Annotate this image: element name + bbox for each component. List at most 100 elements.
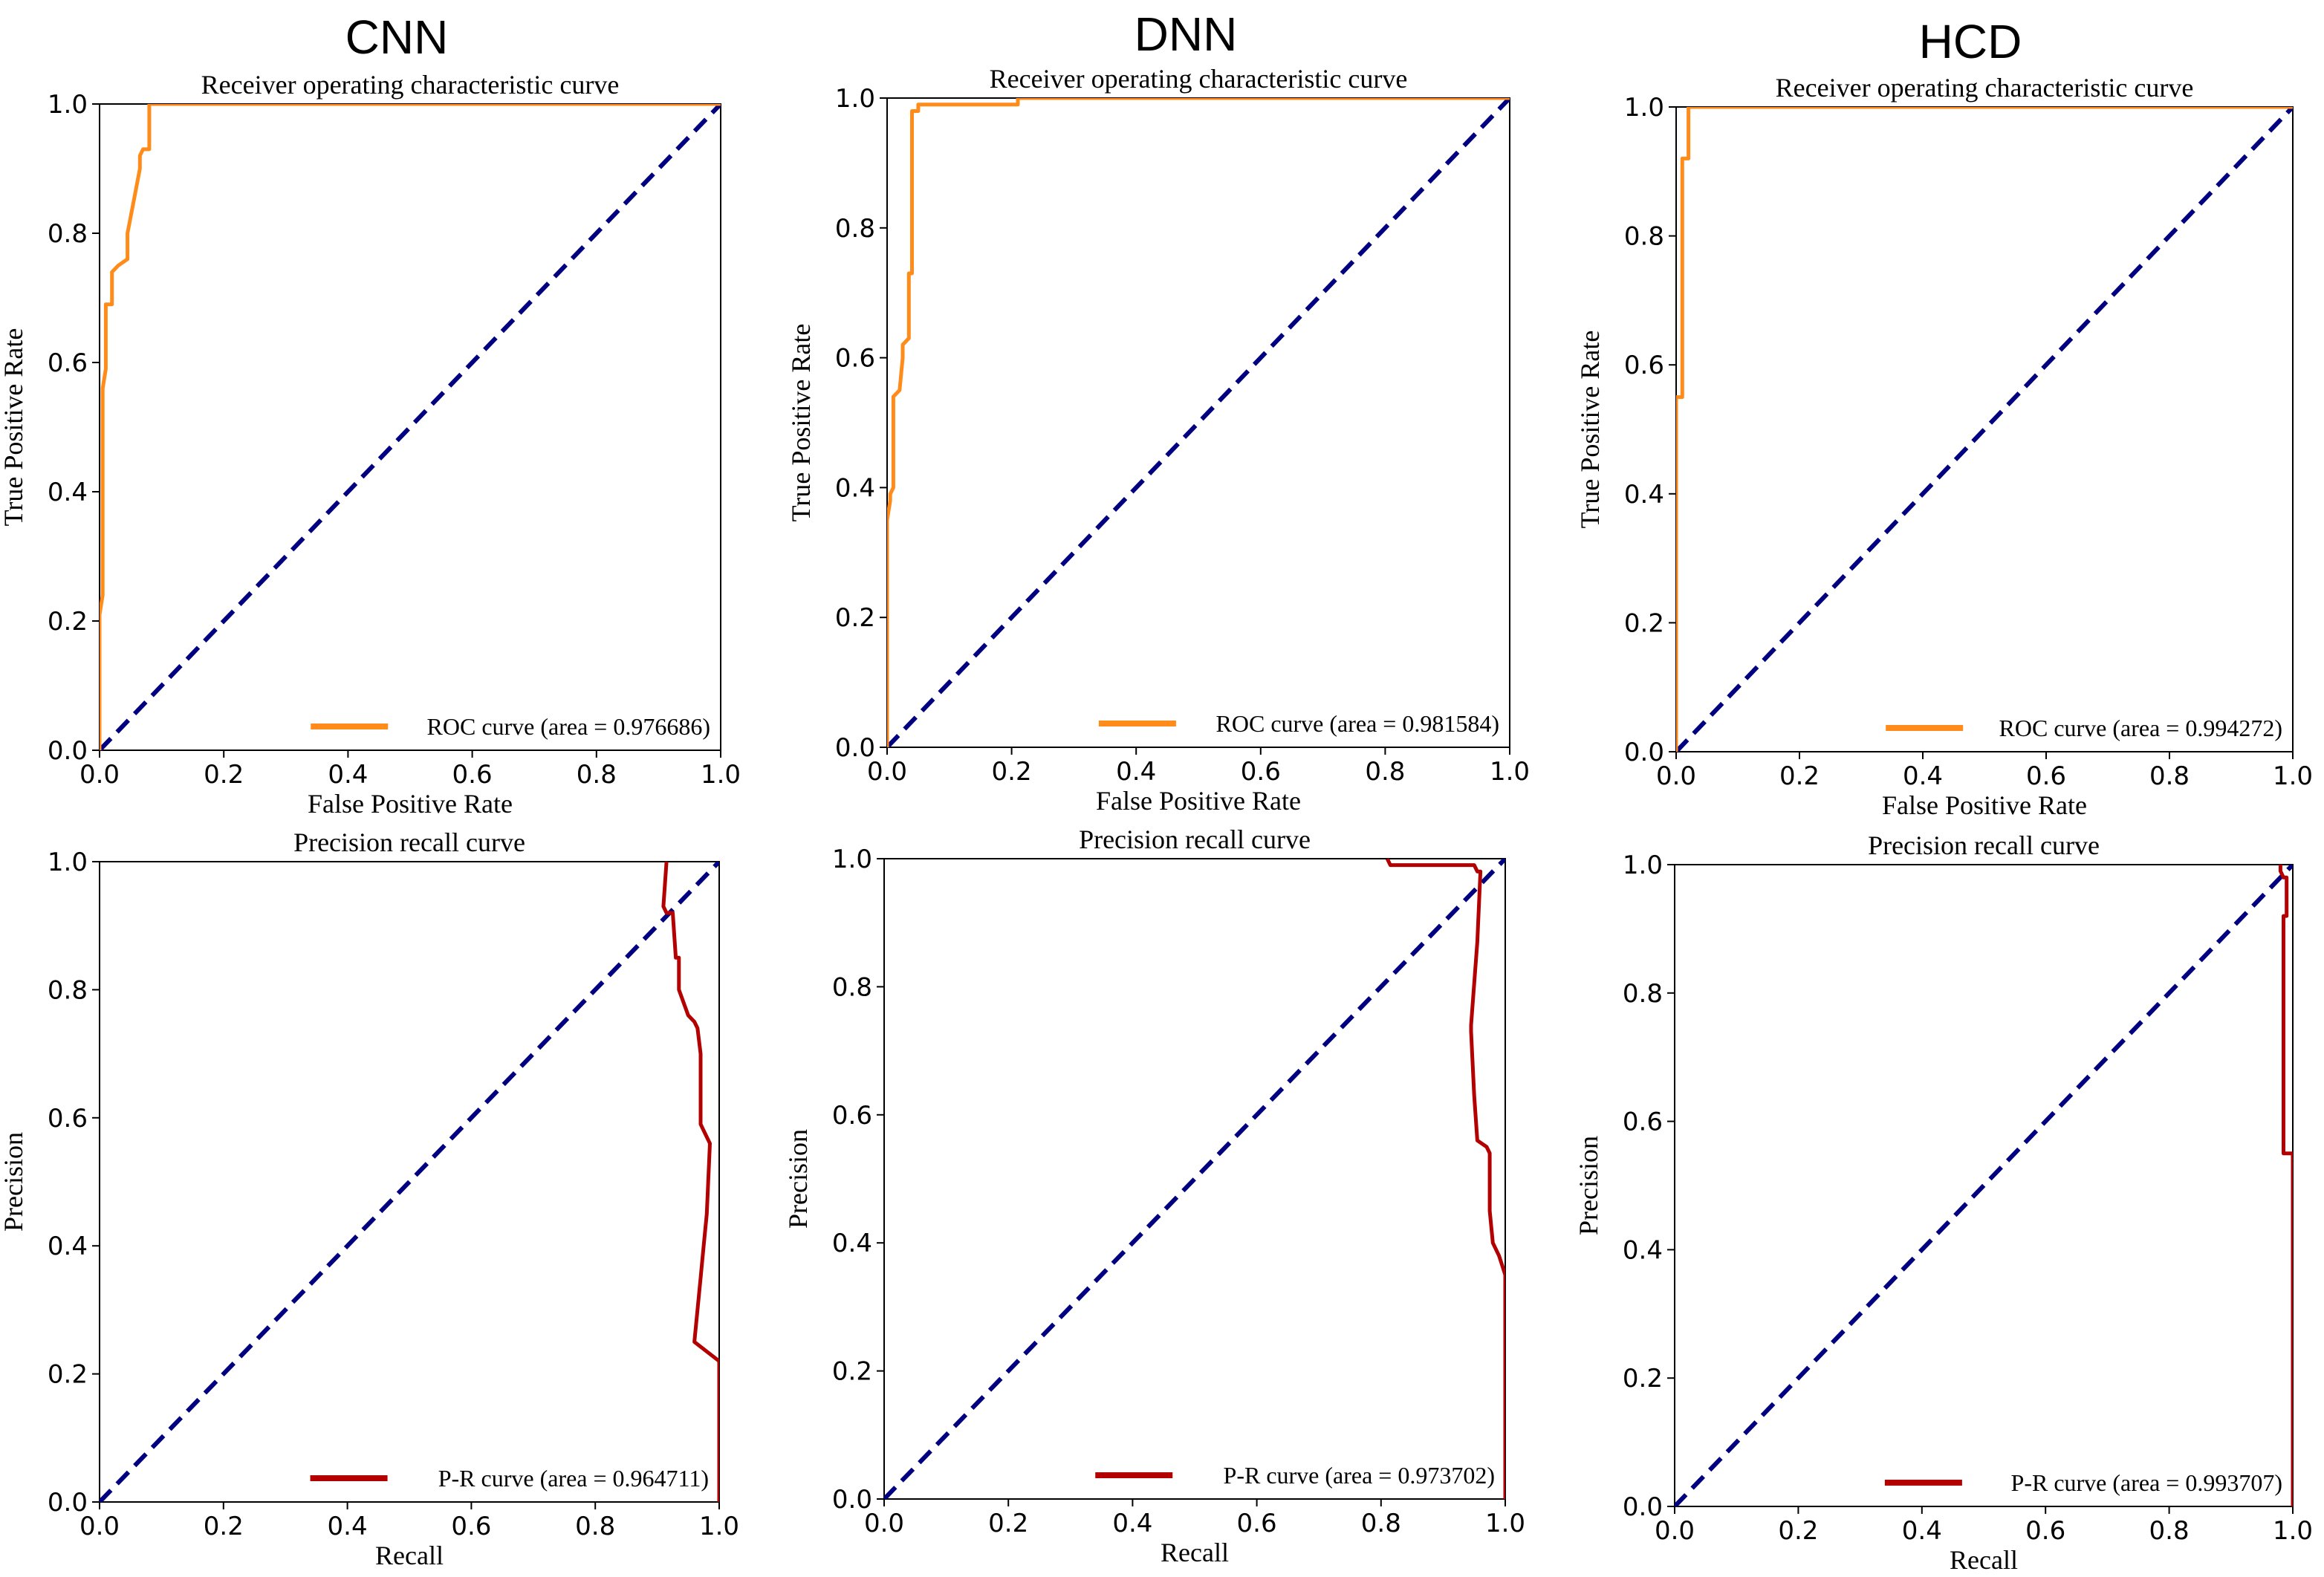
y-tick-label: 0.4 [832, 1229, 872, 1258]
y-tick-label: 1.0 [48, 848, 88, 877]
y-tick-label: 0.0 [1623, 1492, 1663, 1522]
x-tick-label: 0.6 [452, 760, 493, 790]
y-tick-label: 0.4 [48, 478, 88, 507]
legend-label: P-R curve (area = 0.993707) [2011, 1469, 2282, 1496]
y-tick-label: 0.2 [1623, 1364, 1663, 1394]
x-tick-label: 0.0 [79, 760, 120, 790]
x-tick-label: 0.2 [204, 760, 244, 790]
x-tick-label: 0.2 [1778, 1516, 1818, 1546]
pr-panel-cnn: Precision recall curve 0.0 0.2 0.4 0.6 0.8 1.0… [0, 827, 739, 1570]
x-axis-label: False Positive Rate [308, 789, 513, 819]
y-tick-label: 0.2 [1624, 608, 1664, 638]
legend-label: ROC curve (area = 0.994272) [1999, 715, 2282, 741]
x-axis-label: Recall [375, 1541, 444, 1570]
y-tick-label: 0.0 [832, 1485, 872, 1515]
y-axis-label: Precision [783, 1129, 813, 1229]
y-tick-label: 0.4 [1624, 480, 1664, 510]
plot-frame [99, 861, 720, 1503]
chart-panels: Receiver operating characteristic curve 0… [0, 64, 2313, 1575]
pr-curve-line [2278, 865, 2293, 1506]
column-title-dnn: DNN [1135, 7, 1238, 61]
x-tick-label: 1.0 [1485, 1509, 1525, 1538]
column-title-cnn: CNN [345, 10, 449, 64]
diagonal-reference-line [1676, 107, 2293, 752]
x-tick-label: 0.4 [1902, 1516, 1942, 1546]
column-title-hcd: HCD [1919, 15, 2022, 68]
pr-panel-hcd: Precision recall curve 0.0 0.2 0.4 0.6 0.8 1.0… [1574, 830, 2313, 1575]
x-tick-label: 0.8 [1361, 1509, 1401, 1538]
plot-title: Receiver operating characteristic curve [201, 70, 620, 100]
y-axis-label: Precision [0, 1132, 28, 1232]
y-tick-label: 0.6 [1623, 1108, 1663, 1137]
roc-panel-hcd: Receiver operating characteristic curve 0… [1575, 73, 2313, 820]
diagonal-reference-line [100, 862, 719, 1502]
x-tick-label: 0.4 [328, 760, 368, 790]
diagonal-reference-line [887, 98, 1510, 747]
pr-curve-line [1385, 859, 1505, 1499]
y-tick-label: 0.2 [48, 607, 88, 637]
y-tick-label: 0.6 [48, 1104, 88, 1134]
x-tick-label: 0.8 [575, 1512, 615, 1541]
roc-curve-line [1676, 107, 2293, 752]
y-tick-label: 0.4 [835, 473, 875, 503]
x-tick-label: 0.4 [328, 1512, 368, 1541]
x-tick-label: 1.0 [701, 760, 741, 790]
legend-label: ROC curve (area = 0.981584) [1216, 710, 1499, 737]
roc-curve-line [887, 98, 1510, 747]
x-tick-label: 0.2 [988, 1509, 1028, 1538]
x-tick-label: 0.0 [867, 757, 907, 787]
x-tick-label: 0.6 [451, 1512, 491, 1541]
roc-panel-dnn: Receiver operating characteristic curve 0… [786, 64, 1530, 816]
plot-title: Receiver operating characteristic curve [1776, 73, 2194, 103]
x-tick-label: 0.2 [992, 757, 1032, 787]
plot-frame [883, 858, 1506, 1500]
x-tick-label: 0.4 [1903, 761, 1943, 791]
x-axis-label: False Positive Rate [1882, 790, 2087, 820]
x-tick-label: 0.2 [204, 1512, 244, 1541]
x-tick-label: 0.6 [2025, 1516, 2065, 1546]
x-tick-label: 0.6 [1241, 757, 1281, 787]
x-tick-label: 0.0 [79, 1512, 120, 1541]
plot-title: Precision recall curve [1079, 825, 1311, 854]
y-axis-label: Precision [1574, 1136, 1603, 1235]
y-tick-label: 0.0 [48, 1488, 88, 1518]
y-tick-label: 0.8 [835, 214, 875, 244]
x-tick-label: 0.4 [1116, 757, 1156, 787]
y-tick-label: 0.8 [1624, 222, 1664, 252]
y-axis-label: True Positive Rate [0, 328, 28, 527]
y-tick-label: 0.0 [835, 733, 875, 763]
legend-label: P-R curve (area = 0.973702) [1224, 1462, 1495, 1489]
y-tick-label: 0.0 [1624, 738, 1664, 767]
y-tick-label: 0.6 [835, 344, 875, 374]
x-tick-label: 0.0 [864, 1509, 904, 1538]
x-axis-label: Recall [1950, 1545, 2018, 1575]
x-axis-label: False Positive Rate [1096, 786, 1301, 816]
diagonal-reference-line [100, 104, 721, 750]
y-tick-label: 0.0 [48, 736, 88, 766]
plot-title: Receiver operating characteristic curve [990, 64, 1408, 94]
x-tick-label: 0.0 [1656, 761, 1696, 791]
y-tick-label: 0.2 [48, 1360, 88, 1390]
x-tick-label: 1.0 [1490, 757, 1530, 787]
y-tick-label: 0.2 [835, 603, 875, 633]
y-tick-label: 0.6 [832, 1101, 872, 1131]
roc-curve-line [100, 104, 721, 750]
x-tick-label: 0.6 [1237, 1509, 1277, 1538]
pr-curve-line [661, 862, 719, 1502]
legend-label: P-R curve (area = 0.964711) [438, 1465, 709, 1492]
x-tick-label: 0.8 [2149, 761, 2190, 791]
y-tick-label: 0.6 [1624, 351, 1664, 380]
x-tick-label: 0.4 [1112, 1509, 1152, 1538]
diagonal-reference-line [1675, 865, 2293, 1506]
y-tick-label: 1.0 [835, 84, 875, 114]
y-tick-label: 0.8 [1623, 979, 1663, 1009]
x-tick-label: 1.0 [699, 1512, 739, 1541]
y-tick-label: 0.4 [1623, 1235, 1663, 1265]
x-tick-label: 1.0 [2273, 761, 2313, 791]
plot-title: Precision recall curve [1868, 830, 2100, 860]
x-axis-label: Recall [1161, 1538, 1229, 1567]
x-tick-label: 0.8 [577, 760, 617, 790]
x-tick-label: 0.2 [1779, 761, 1820, 791]
y-tick-label: 1.0 [1623, 851, 1663, 880]
